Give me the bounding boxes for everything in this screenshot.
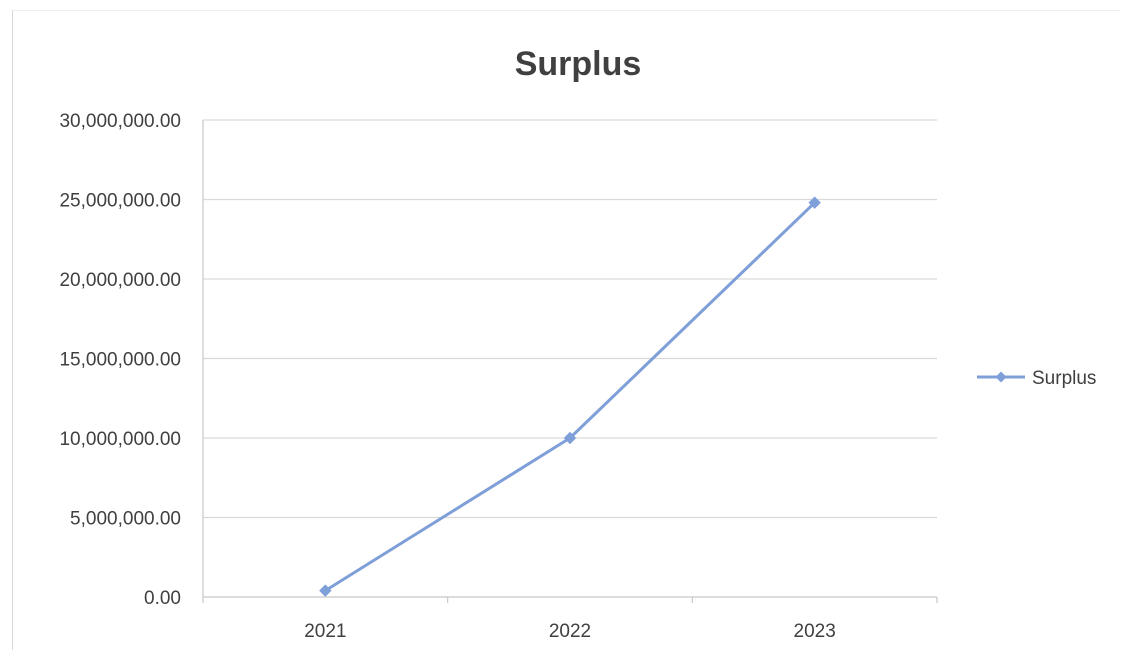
- gridlines: [203, 119, 937, 519]
- x-tick-label: 2021: [304, 621, 346, 642]
- axes: [202, 120, 938, 603]
- y-tick-label: 20,000,000.00: [59, 270, 181, 291]
- chart-frame: [12, 10, 1120, 650]
- data-point-marker: [563, 431, 577, 445]
- data-point-marker: [808, 196, 821, 209]
- legend: Surplus: [977, 368, 1096, 389]
- x-axis-tick-labels: 2021 2022 2023: [304, 621, 836, 642]
- y-tick-label: 15,000,000.00: [59, 350, 181, 371]
- y-axis-tick-labels: 0.00 5,000,000.00 10,000,000.00 15,000,000.…: [59, 111, 181, 609]
- legend-label: Surplus: [1032, 368, 1096, 389]
- series-surplus: [319, 196, 821, 597]
- legend-marker: [995, 371, 1007, 383]
- y-tick-label: 30,000,000.00: [59, 111, 181, 132]
- y-tick-label: 5,000,000.00: [70, 509, 181, 530]
- y-tick-label: 10,000,000.00: [59, 429, 181, 450]
- series-line: [323, 201, 817, 593]
- y-tick-label: 0.00: [144, 588, 181, 609]
- x-tick-label: 2022: [549, 621, 591, 642]
- data-point-marker: [319, 584, 332, 597]
- chart-title: Surplus: [515, 45, 642, 83]
- y-tick-label: 25,000,000.00: [59, 191, 181, 212]
- x-tick-label: 2023: [794, 621, 836, 642]
